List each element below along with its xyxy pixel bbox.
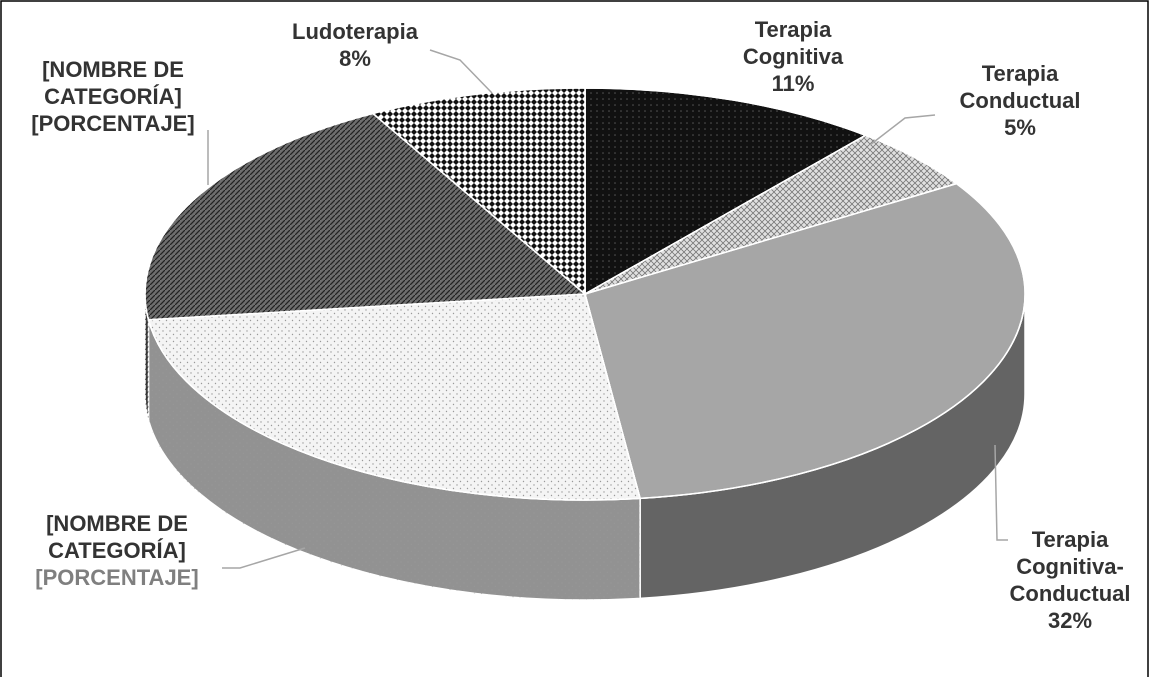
pie-side-pattern — [148, 319, 641, 601]
pie-slice-pattern — [144, 112, 587, 321]
data-label: Terapia Cognitiva-Conductual 32% — [1009, 527, 1131, 633]
data-label: Terapia Conductual 5% — [959, 61, 1081, 140]
pie — [144, 87, 1026, 601]
pie-side-pattern — [640, 294, 1025, 599]
data-label: [NOMBRE DE CATEGORÍA] [PORCENTAJE] — [35, 511, 199, 590]
pie-slice-pattern — [147, 293, 642, 501]
data-label: [NOMBRE DE CATEGORÍA] [PORCENTAJE] — [31, 57, 195, 136]
data-label: Terapia Cognitiva 11% — [742, 17, 844, 96]
pie-slice-pattern — [584, 87, 868, 296]
data-label: Ludoterapia 8% — [292, 19, 418, 71]
pie-side-pattern — [145, 294, 149, 420]
pie-slice-pattern — [584, 182, 1026, 500]
pie-slice-pattern — [371, 87, 586, 296]
leader-lines — [207, 49, 1008, 569]
